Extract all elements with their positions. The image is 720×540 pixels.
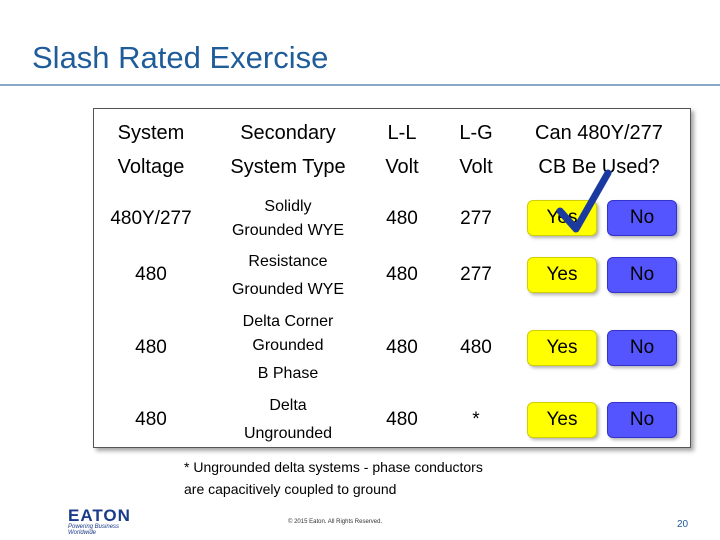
- footnote-line-2: are capacitively coupled to ground: [184, 481, 397, 497]
- row-2-yes-button[interactable]: Yes: [527, 257, 597, 293]
- row-1-voltage: 480Y/277: [110, 208, 192, 229]
- header-can-1: Can 480Y/277: [535, 122, 663, 144]
- row-4-no-button[interactable]: No: [607, 402, 677, 438]
- page-number: 20: [677, 519, 689, 530]
- row-1-lg: 277: [460, 208, 492, 229]
- title-divider: [0, 84, 720, 86]
- row-2-ll: 480: [386, 264, 418, 285]
- logo-tagline: Powering Business Worldwide: [68, 524, 120, 536]
- row-1-no-button[interactable]: No: [607, 200, 677, 236]
- header-system-voltage-1: System: [117, 122, 185, 144]
- row-3-ll: 480: [386, 337, 418, 358]
- row-3-type-3: B Phase: [257, 365, 319, 382]
- row-2-lg: 277: [460, 264, 492, 285]
- row-4-ll: 480: [386, 409, 418, 430]
- row-4-lg: *: [472, 409, 480, 430]
- row-1-type-1: Solidly: [264, 198, 312, 215]
- row-2-type-1: Resistance: [248, 253, 328, 270]
- header-lg-2: Volt: [459, 156, 493, 178]
- row-2-no-button[interactable]: No: [607, 257, 677, 293]
- header-can-2: CB Be Used?: [538, 156, 660, 178]
- row-2-voltage: 480: [135, 264, 167, 285]
- row-2-type-2: Grounded WYE: [231, 281, 345, 298]
- header-ll-2: Volt: [385, 156, 419, 178]
- header-system-voltage-2: Voltage: [117, 156, 185, 178]
- header-secondary-2: System Type: [230, 156, 346, 178]
- row-3-type-2: Grounded: [252, 337, 324, 354]
- page-title: Slash Rated Exercise: [32, 40, 329, 75]
- exercise-table: [93, 108, 691, 448]
- row-3-lg: 480: [460, 337, 492, 358]
- row-3-yes-button[interactable]: Yes: [527, 330, 597, 366]
- header-lg-1: L-G: [459, 122, 493, 144]
- row-1-ll: 480: [386, 208, 418, 229]
- header-secondary-1: Secondary: [240, 122, 336, 144]
- row-4-type-1: Delta: [269, 397, 307, 414]
- checkmark-icon: [556, 169, 612, 233]
- footnote: * Ungrounded delta systems - phase condu…: [184, 456, 483, 500]
- copyright: © 2015 Eaton. All Rights Reserved.: [288, 519, 383, 525]
- eaton-logo: EATON Powering Business Worldwide: [68, 506, 148, 536]
- row-4-voltage: 480: [135, 409, 167, 430]
- row-3-type-1: Delta Corner: [242, 313, 334, 330]
- logo-word: EATON: [68, 506, 131, 525]
- row-4-yes-button[interactable]: Yes: [527, 402, 597, 438]
- row-1-type-2: Grounded WYE: [231, 222, 345, 239]
- row-4-type-2: Ungrounded: [243, 425, 333, 442]
- row-3-no-button[interactable]: No: [607, 330, 677, 366]
- row-3-voltage: 480: [135, 337, 167, 358]
- header-ll-1: L-L: [387, 122, 417, 144]
- footnote-line-1: * Ungrounded delta systems - phase condu…: [184, 459, 483, 475]
